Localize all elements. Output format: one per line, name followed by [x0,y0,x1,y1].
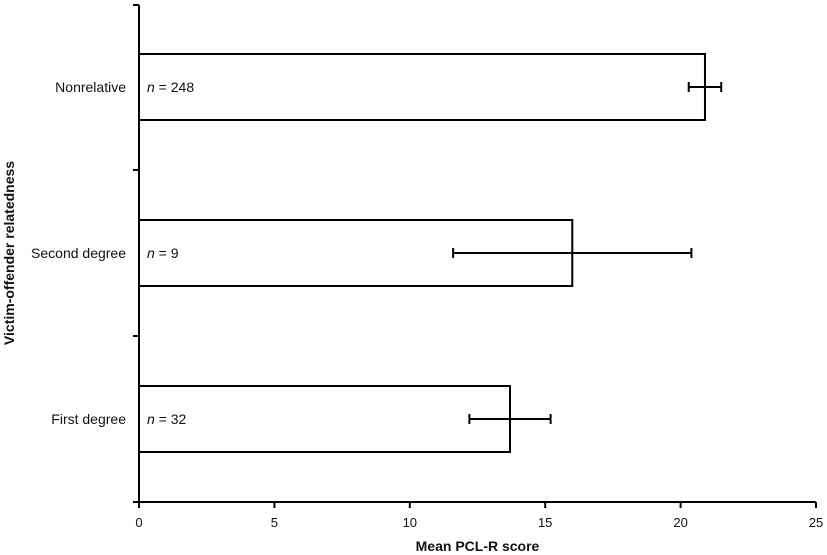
bar [138,385,511,453]
x-tick-label: 10 [403,515,417,530]
x-tick-label: 0 [135,515,142,530]
x-tick-label: 15 [538,515,552,530]
category-label: First degree [51,411,126,427]
y-axis-title: Victim-offender relatedness [1,161,17,345]
bar [138,53,706,121]
sample-size-label: n = 248 [147,79,194,95]
category-label: Second degree [31,245,126,261]
x-tick-label: 20 [673,515,687,530]
x-tick-label: 5 [271,515,278,530]
sample-size-label: n = 32 [147,411,187,427]
sample-size-label: n = 9 [147,245,179,261]
category-label: Nonrelative [55,79,126,95]
x-tick-label: 25 [809,515,823,530]
x-axis-title: Mean PCL-R score [416,538,540,554]
